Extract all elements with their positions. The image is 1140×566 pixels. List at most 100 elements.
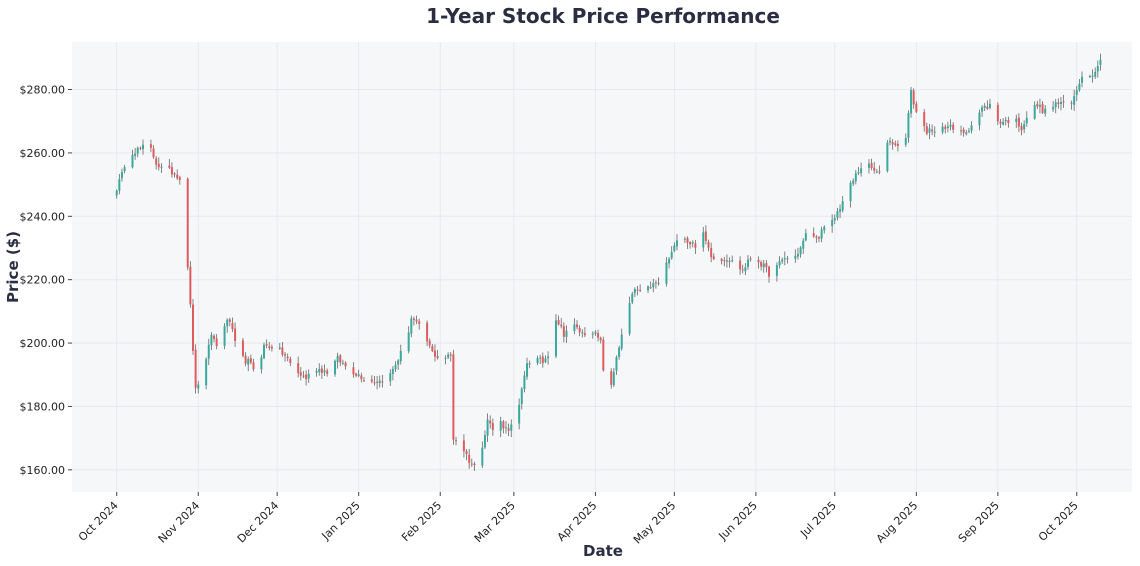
candle-body <box>483 435 486 448</box>
candle <box>1094 67 1097 80</box>
candle-body <box>1033 105 1036 119</box>
x-tick-label: May 2025 <box>631 499 679 547</box>
candle-body <box>344 362 347 367</box>
candle <box>1033 101 1036 120</box>
candle <box>470 458 473 468</box>
candle <box>1099 53 1102 71</box>
candle <box>307 369 310 383</box>
candle-body <box>783 258 786 260</box>
candle <box>812 227 815 238</box>
candle <box>999 119 1002 128</box>
candle-body <box>668 258 671 264</box>
candle <box>554 314 557 359</box>
candle <box>1044 104 1047 117</box>
candle-body <box>326 370 329 374</box>
candle <box>597 329 600 342</box>
candle-body <box>178 177 181 180</box>
candle-body <box>554 320 557 357</box>
candle-body <box>362 380 365 382</box>
candle-body <box>839 209 842 212</box>
candle-body <box>967 130 970 132</box>
candle <box>268 341 271 351</box>
x-tick-label: Apr 2025 <box>555 499 600 544</box>
candle <box>915 101 918 114</box>
candle-body <box>857 172 860 174</box>
candle-body <box>462 440 465 452</box>
candle-body <box>683 238 686 240</box>
candle <box>412 316 415 326</box>
candle <box>702 226 705 252</box>
candle <box>852 178 855 187</box>
candle-body <box>1094 71 1097 77</box>
candle-body <box>720 259 723 262</box>
candle-body <box>355 373 358 376</box>
candle-body <box>305 374 308 380</box>
candle <box>447 352 450 359</box>
candle <box>894 140 897 147</box>
candle-body <box>289 358 292 363</box>
candle <box>931 124 934 136</box>
candle-body <box>762 263 765 268</box>
candle <box>1041 101 1044 114</box>
candle <box>562 322 565 343</box>
candle-body <box>1059 101 1062 105</box>
candle-body <box>170 167 173 175</box>
candle <box>723 256 726 267</box>
candle <box>223 323 226 350</box>
candle-body <box>415 319 418 322</box>
candle-body <box>636 289 639 291</box>
candle <box>168 159 171 169</box>
candle <box>426 320 429 347</box>
candle-body <box>186 178 189 268</box>
candle <box>599 336 602 344</box>
candle-body <box>757 259 760 263</box>
candle <box>270 344 273 352</box>
candle <box>1015 114 1018 128</box>
candle-body <box>334 360 337 375</box>
x-tick-label: Oct 2024 <box>76 499 121 544</box>
candle <box>462 434 465 458</box>
candle-body <box>875 171 878 173</box>
candle-body <box>915 103 918 112</box>
candle <box>131 149 134 169</box>
candle <box>654 280 657 289</box>
candle-body <box>234 328 237 341</box>
candle-body <box>541 356 544 364</box>
candle <box>134 147 137 160</box>
candle <box>1017 113 1020 133</box>
candle <box>962 127 965 137</box>
candle-body <box>612 371 615 386</box>
candle-body <box>873 167 876 171</box>
candle <box>673 242 676 253</box>
candle <box>252 358 255 372</box>
candle-body <box>707 241 710 248</box>
candle <box>136 146 139 158</box>
x-tick-label: Aug 2025 <box>874 499 921 546</box>
candle-body <box>765 263 768 268</box>
candle <box>178 175 181 185</box>
candle <box>504 421 507 434</box>
candle <box>491 418 494 436</box>
candle <box>712 253 715 261</box>
candle <box>1004 116 1007 126</box>
candle-body <box>389 373 392 382</box>
y-tick-label: $180.00 <box>20 400 66 413</box>
candle-body <box>620 334 623 349</box>
candle-body <box>962 129 965 134</box>
candle-body <box>260 357 263 370</box>
candle-body <box>428 340 431 346</box>
candle <box>449 352 452 362</box>
candle <box>433 344 436 362</box>
y-tick-label: $280.00 <box>20 84 66 97</box>
candle-body <box>778 261 781 266</box>
x-tick-label: Oct 2025 <box>1036 499 1081 544</box>
candle <box>928 124 931 140</box>
candle <box>455 436 458 446</box>
candle <box>344 361 347 370</box>
candle-body <box>960 130 963 132</box>
candle-body <box>168 165 171 168</box>
candle-body <box>833 217 836 221</box>
candle-body <box>1091 75 1094 77</box>
candle <box>215 334 218 350</box>
